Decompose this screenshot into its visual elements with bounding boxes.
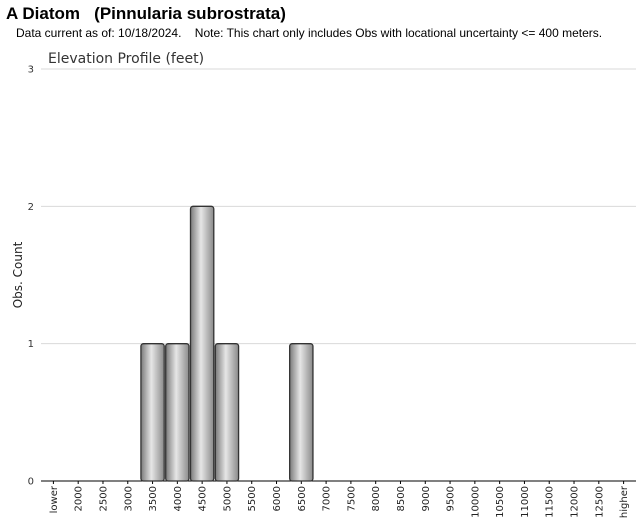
chart-page-title: A Diatom (Pinnularia subrostrata) [6, 4, 286, 23]
x-tick-label: 8500 [396, 486, 407, 511]
x-tick-label: 7000 [322, 486, 333, 511]
x-tick-label: 5500 [247, 486, 258, 511]
x-tick-label: 12000 [570, 486, 581, 518]
x-tick-label: 11000 [520, 486, 531, 518]
x-tick-label: 2000 [74, 486, 85, 511]
y-tick-label: 3 [28, 65, 34, 76]
x-tick-label: 6000 [272, 486, 283, 511]
x-tick-label: 11500 [545, 486, 556, 518]
x-tick-label: 2500 [98, 486, 109, 511]
x-tick-label: 4000 [173, 486, 184, 511]
y-axis-label: Obs. Count [11, 241, 25, 308]
x-tick-label: 3500 [148, 486, 159, 511]
bar [140, 343, 165, 482]
bar [189, 205, 215, 482]
x-tick-label: lower [49, 485, 60, 513]
y-tick-label: 1 [28, 339, 34, 350]
x-tick-label: 5000 [222, 486, 233, 511]
x-tick-label: higher [619, 485, 630, 518]
x-tick-label: 4500 [198, 486, 209, 511]
bar [165, 343, 190, 482]
data-note: Data current as of: 10/18/2024. Note: Th… [16, 26, 603, 40]
x-tick-label: 12500 [594, 486, 605, 518]
bar [289, 343, 314, 482]
x-tick-label: 7500 [346, 486, 357, 511]
y-tick-label: 0 [28, 477, 34, 488]
bar [214, 343, 240, 482]
x-tick-label: 9500 [446, 486, 457, 511]
x-tick-label: 6500 [297, 486, 308, 511]
y-tick-label: 2 [28, 202, 34, 213]
x-tick-label: 10500 [495, 486, 506, 518]
x-tick-label: 10000 [470, 486, 481, 518]
x-tick-label: 8000 [371, 486, 382, 511]
x-tick-label: 9000 [421, 486, 432, 511]
chart-title: Elevation Profile (feet) [48, 51, 204, 67]
x-tick-label: 3000 [123, 486, 134, 511]
